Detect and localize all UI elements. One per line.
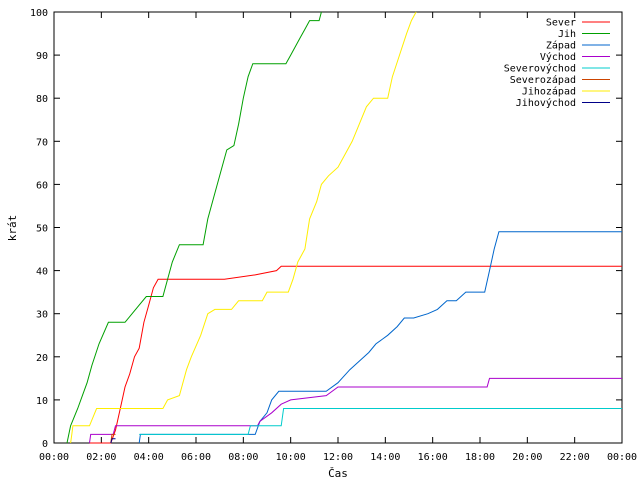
legend-label: Jihozápad <box>522 86 576 98</box>
series-line-2 <box>66 11 322 444</box>
legend-label: Jihovýchod <box>516 97 576 109</box>
y-tick-label: 70 <box>36 137 48 148</box>
legend-label: Severozápad <box>510 74 576 86</box>
series-line-5 <box>139 408 622 435</box>
y-tick-label: 10 <box>36 396 48 407</box>
x-tick-label: 08:00 <box>228 452 258 463</box>
y-tick-label: 100 <box>30 8 48 19</box>
series-line-1 <box>89 265 622 444</box>
x-tick-label: 10:00 <box>276 452 306 463</box>
legend: SeverJihZápadVýchodSeverovýchodSeverozáp… <box>504 18 610 109</box>
y-axis-label: krát <box>6 215 19 242</box>
y-tick-label: 30 <box>36 310 48 321</box>
legend-label: Východ <box>540 51 576 63</box>
legend-label: Sever <box>546 18 576 29</box>
series-line-3 <box>138 231 622 444</box>
x-tick-label: 12:00 <box>323 452 353 463</box>
x-tick-label: 02:00 <box>86 452 116 463</box>
y-tick-label: 0 <box>42 439 48 450</box>
x-tick-label: 04:00 <box>134 452 164 463</box>
x-tick-label: 20:00 <box>512 452 542 463</box>
x-tick-label: 14:00 <box>370 452 400 463</box>
y-tick-label: 50 <box>36 224 48 235</box>
axis-ticks: 0 10 20 30 40 50 60 70 80 90 100 00:00 02:00 04:00 06:… <box>30 8 637 463</box>
series-layer <box>66 11 622 444</box>
x-tick-label: 00:00 <box>607 452 637 463</box>
x-tick-label: 18:00 <box>465 452 495 463</box>
x-tick-label: 22:00 <box>560 452 590 463</box>
legend-label: Severovýchod <box>504 63 576 75</box>
y-tick-label: 60 <box>36 180 48 191</box>
y-tick-label: 90 <box>36 51 48 62</box>
x-tick-label: 16:00 <box>418 452 448 463</box>
x-axis-label: Čas <box>328 467 348 480</box>
legend-label: Jih <box>558 29 576 40</box>
x-tick-label: 06:00 <box>181 452 211 463</box>
y-tick-label: 40 <box>36 267 48 278</box>
y-tick-label: 80 <box>36 94 48 105</box>
series-line-4 <box>89 377 622 444</box>
y-tick-label: 20 <box>36 353 48 364</box>
series-line-7 <box>70 11 417 444</box>
series-line-8 <box>110 438 116 444</box>
legend-label: Západ <box>546 40 576 52</box>
x-tick-label: 00:00 <box>39 452 69 463</box>
